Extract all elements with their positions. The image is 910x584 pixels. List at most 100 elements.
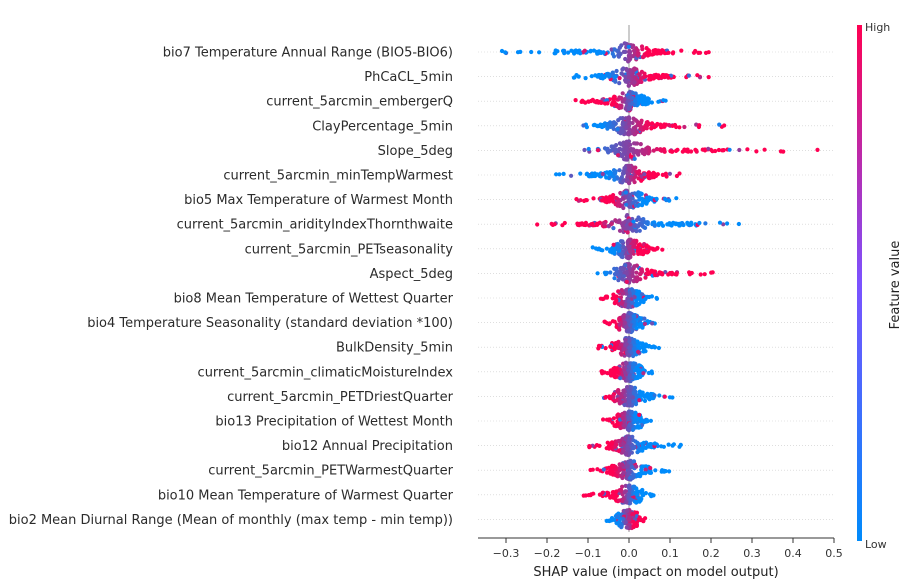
shap-point bbox=[667, 221, 672, 226]
shap-point bbox=[618, 517, 623, 522]
shap-point bbox=[626, 98, 631, 103]
shap-point bbox=[582, 48, 587, 53]
shap-point bbox=[621, 448, 626, 453]
shap-point bbox=[638, 142, 643, 147]
shap-point bbox=[631, 340, 636, 345]
shap-point bbox=[588, 467, 593, 473]
shap-point bbox=[626, 491, 632, 497]
colorbar-high-label: High bbox=[865, 21, 890, 34]
shap-point bbox=[634, 303, 639, 308]
shap-point bbox=[627, 403, 632, 408]
shap-point bbox=[608, 248, 613, 253]
shap-point bbox=[634, 500, 639, 505]
shap-point bbox=[629, 148, 635, 153]
shap-point bbox=[631, 484, 636, 489]
shap-point bbox=[630, 288, 635, 293]
shap-point bbox=[610, 296, 615, 301]
shap-point bbox=[619, 394, 624, 399]
shap-point bbox=[627, 438, 632, 443]
shap-point bbox=[581, 493, 586, 498]
shap-point bbox=[643, 344, 648, 349]
shap-point bbox=[762, 147, 767, 152]
shap-point bbox=[631, 48, 637, 53]
shap-point bbox=[679, 48, 684, 53]
shap-point bbox=[602, 196, 607, 201]
shap-point bbox=[648, 73, 654, 79]
shap-point bbox=[591, 48, 597, 53]
shap-point bbox=[632, 80, 637, 85]
shap-point bbox=[636, 224, 641, 229]
shap-point bbox=[633, 174, 638, 179]
shap-point bbox=[589, 222, 594, 227]
shap-point bbox=[687, 270, 692, 275]
shap-point bbox=[609, 47, 614, 52]
shap-point bbox=[654, 295, 659, 301]
shap-point bbox=[613, 171, 618, 176]
shap-point bbox=[612, 148, 617, 153]
shap-point bbox=[631, 319, 637, 324]
shap-point bbox=[606, 518, 611, 523]
shap-point bbox=[616, 203, 621, 208]
shap-point bbox=[622, 402, 627, 408]
shap-point bbox=[652, 51, 657, 56]
shap-point bbox=[623, 337, 628, 343]
shap-point bbox=[612, 177, 617, 182]
shap-point bbox=[624, 342, 629, 347]
shap-point bbox=[602, 146, 608, 151]
shap-point bbox=[641, 371, 646, 376]
shap-point bbox=[627, 373, 632, 378]
shap-point bbox=[620, 267, 626, 272]
shap-point bbox=[590, 97, 595, 102]
shap-point bbox=[686, 73, 692, 78]
shap-point bbox=[635, 440, 640, 445]
shap-point bbox=[631, 266, 636, 271]
feature-label: bio7 Temperature Annual Range (BIO5-BIO6… bbox=[163, 46, 453, 61]
shap-point bbox=[637, 72, 642, 77]
shap-point bbox=[630, 101, 635, 106]
shap-point bbox=[698, 272, 703, 277]
shap-point bbox=[637, 363, 642, 368]
shap-point bbox=[624, 68, 629, 73]
shap-point bbox=[611, 168, 617, 173]
shap-point bbox=[616, 289, 621, 294]
feature-label: current_5arcmin_PETWarmestQuarter bbox=[208, 464, 453, 479]
shap-point bbox=[651, 148, 656, 153]
feature-label: current_5arcmin_embergerQ bbox=[266, 95, 453, 110]
shap-point bbox=[677, 125, 682, 130]
shap-point bbox=[621, 49, 627, 55]
shap-point bbox=[659, 444, 664, 449]
shap-point bbox=[596, 172, 601, 177]
shap-point bbox=[610, 420, 615, 425]
shap-point bbox=[623, 435, 628, 440]
shap-point bbox=[627, 376, 632, 381]
shap-point bbox=[652, 223, 657, 228]
shap-point bbox=[606, 224, 611, 229]
feature-label: PhCaCL_5min bbox=[364, 70, 453, 85]
shap-point bbox=[674, 173, 680, 179]
feature-label: current_5arcmin_PETseasonality bbox=[245, 242, 454, 257]
shap-point bbox=[611, 193, 616, 198]
shap-point bbox=[655, 121, 660, 127]
feature-label: current_5arcmin_aridityIndexThornthwaite bbox=[177, 218, 453, 233]
shap-point bbox=[639, 191, 644, 196]
shap-point bbox=[642, 398, 648, 403]
shap-point bbox=[617, 141, 623, 146]
shap-point bbox=[642, 148, 647, 154]
shap-point bbox=[646, 175, 651, 180]
shap-point bbox=[607, 395, 612, 400]
shap-point bbox=[660, 247, 665, 252]
shap-point bbox=[633, 118, 638, 123]
shap-point bbox=[640, 47, 645, 52]
shap-point bbox=[626, 417, 632, 422]
shap-point bbox=[642, 316, 647, 321]
shap-point bbox=[598, 50, 603, 55]
shap-point bbox=[628, 248, 633, 254]
shap-point bbox=[626, 132, 632, 137]
shap-point bbox=[609, 123, 614, 128]
shap-point bbox=[583, 76, 588, 81]
shap-point bbox=[600, 248, 605, 253]
row-gridlines bbox=[478, 51, 834, 520]
shap-point bbox=[537, 50, 542, 55]
shap-point bbox=[640, 487, 645, 493]
shap-point bbox=[644, 101, 649, 107]
